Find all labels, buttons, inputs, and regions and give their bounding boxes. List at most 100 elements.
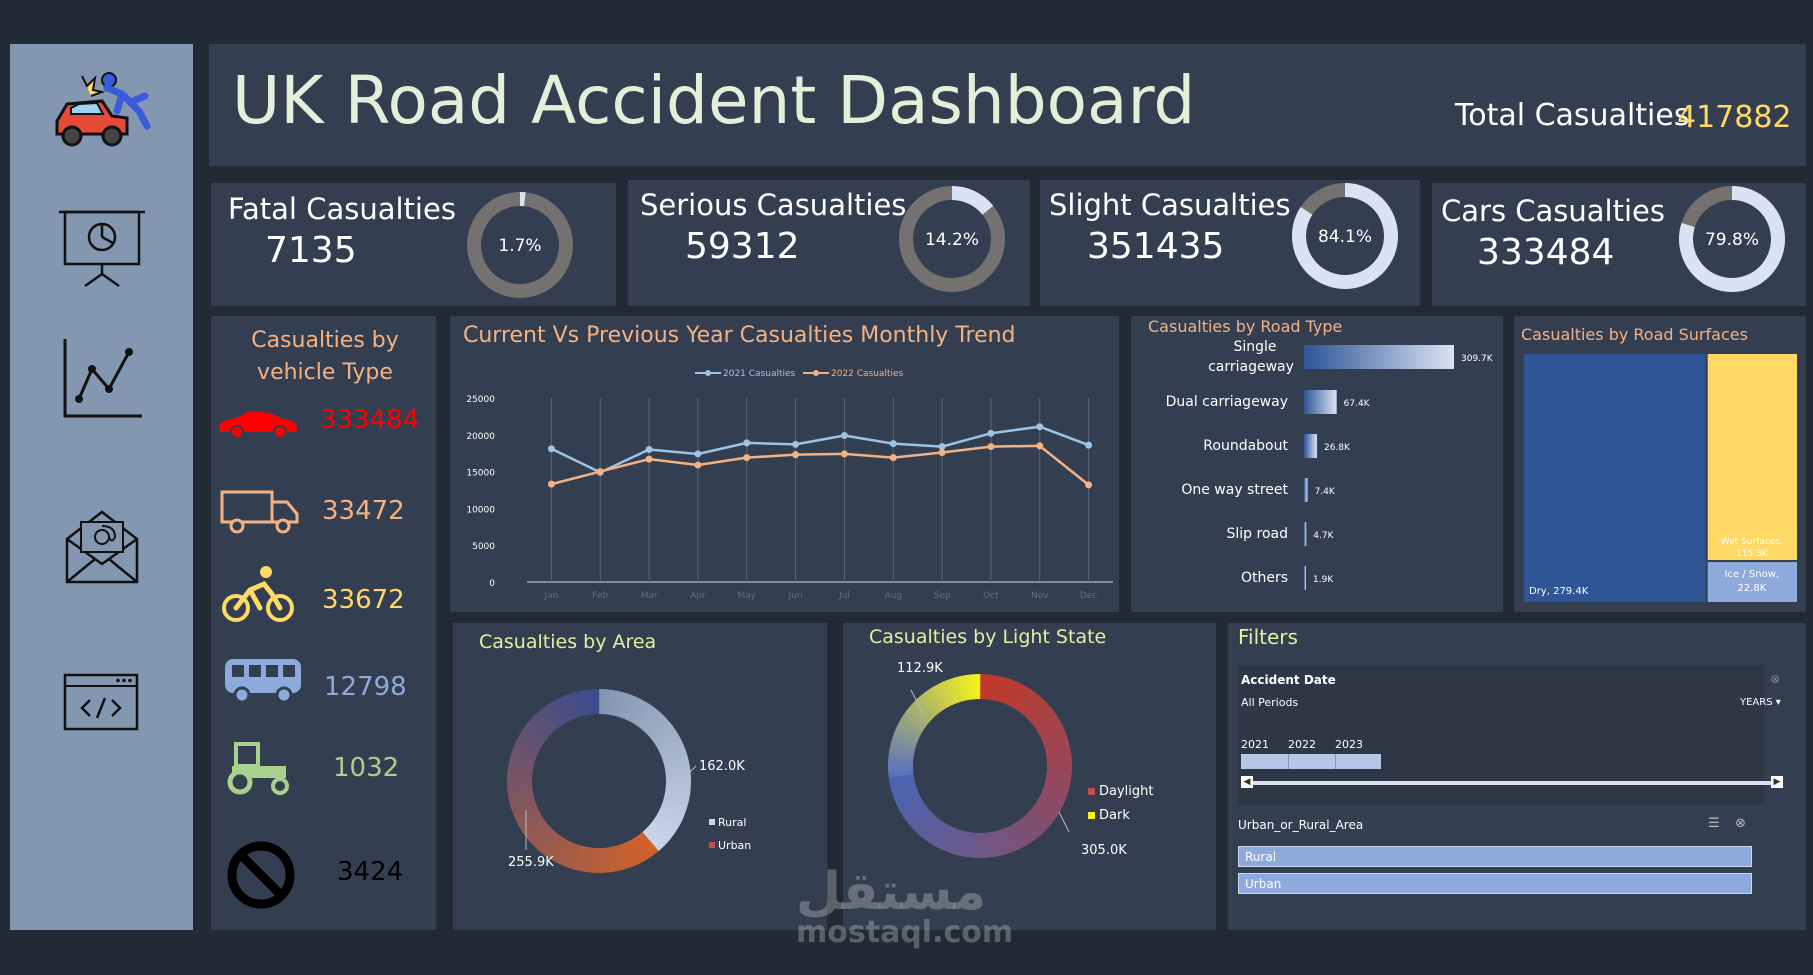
donut-segment [530,825,554,850]
data-point [938,448,946,456]
donut-segment [949,677,961,703]
area-title: Casualties by Area [479,631,657,653]
bar-value-label: 309.7K [1461,354,1494,364]
bar [1304,390,1337,414]
data-point [743,454,751,462]
donut-segment [649,720,672,741]
data-point [889,454,897,462]
data-point [1036,423,1044,431]
bar-category-label: One way street [1181,482,1288,498]
donut-segment [964,674,972,700]
kpi-donut-fill [1679,186,1785,292]
year-selection-bar[interactable] [1241,754,1381,769]
scroll-right-button[interactable]: ▶ [1771,776,1783,788]
vehicle-title: Casualties by vehicle Type [251,328,399,385]
donut-segment [888,768,914,774]
donut-segment [987,674,1002,701]
slice-value-label: 162.0K [699,759,745,774]
donut-segment [893,789,921,808]
data-point [1085,481,1093,489]
donut-segment [982,832,995,858]
vehicle-value-tractor: 1032 [333,753,400,783]
donut-segment [551,838,570,864]
data-point [743,439,751,447]
trend-title: Current Vs Previous Year Casualties Mont… [463,323,1016,348]
donut-segment [890,781,918,799]
bar [1304,566,1306,590]
legend-label: Urban [718,839,751,852]
data-point [547,445,555,453]
donut-segment [660,744,686,759]
donut-segment [507,777,533,787]
kpi-value: 333484 [1477,232,1615,273]
clear-filter-icon[interactable]: ⊗ [1735,816,1746,831]
donut-segment [1018,815,1042,842]
bar [1304,434,1317,458]
presentation-icon[interactable] [10,204,193,289]
kpi-donut-fill [899,186,1005,292]
donut-segment [976,674,981,700]
year-label: 2023 [1335,738,1363,751]
donut-segment [922,691,941,714]
vehicle-value-bicycle: 33672 [322,585,405,615]
years-dropdown[interactable]: YEARS ▾ [1740,697,1781,708]
scroll-left-button[interactable]: ◀ [1241,776,1253,788]
legend-label: Dark [1099,808,1130,823]
x-tick-label: Dec [1080,591,1097,601]
y-tick-label: 15000 [466,469,495,479]
donut-segment [663,754,689,766]
donut-segment [665,785,691,794]
x-tick-label: Jul [838,591,850,601]
donut-segment [893,731,918,744]
trend-panel [450,316,1119,612]
x-tick-label: Mar [641,591,658,601]
legend-label: Daylight [1099,784,1153,799]
donut-segment [896,724,921,739]
donut-segment [1024,810,1050,835]
x-tick-label: Apr [690,591,706,601]
legend-marker [705,370,711,376]
filter-option-urban[interactable]: Urban [1238,873,1752,894]
email-icon[interactable] [10,504,193,589]
legend-marker [813,370,819,376]
kpi-value: 59312 [685,226,800,267]
donut-segment [953,676,964,702]
data-point [645,446,653,454]
donut-segment [581,689,593,716]
x-tick-label: May [737,591,756,601]
donut-segment [511,743,538,760]
donut-segment [1009,683,1031,710]
donut-segment [662,797,689,810]
y-tick-label: 25000 [466,395,495,405]
bar-value-label: 26.8K [1324,443,1351,453]
donut-segment [659,805,685,821]
no-entry-icon [226,840,296,914]
bar-value-label: 1.9K [1313,575,1334,585]
donut-segment [1033,710,1060,732]
leader-line [1058,811,1070,833]
donut-segment [665,770,691,778]
data-point [792,440,800,448]
donut-segment [572,690,587,717]
treemap-tile-dry [1524,354,1706,602]
y-tick-label: 10000 [466,505,495,515]
multi-select-icon[interactable]: ☰ [1708,816,1720,831]
year-divider [1335,754,1336,769]
donut-segment [665,776,691,783]
donut-segment [931,685,948,709]
x-tick-label: Jun [788,591,803,601]
clear-filter-icon[interactable]: ⊗ [1770,672,1781,686]
donut-segment [592,847,602,873]
filter-option-rural[interactable]: Rural [1238,846,1752,867]
donut-segment [890,738,917,750]
treemap-label: Ice / Snow, [1725,569,1780,580]
bar-value-label: 67.4K [1344,399,1371,409]
donut-segment [906,707,929,727]
kpi-pct: 79.8% [1705,230,1759,250]
code-window-icon[interactable] [10,672,193,732]
timeline-scrollbar[interactable] [1243,781,1776,785]
line-chart-icon[interactable] [10,334,193,424]
accident-icon[interactable] [10,66,193,156]
donut-segment [972,674,978,700]
treemap-label: Dry, 279.4K [1529,586,1589,597]
